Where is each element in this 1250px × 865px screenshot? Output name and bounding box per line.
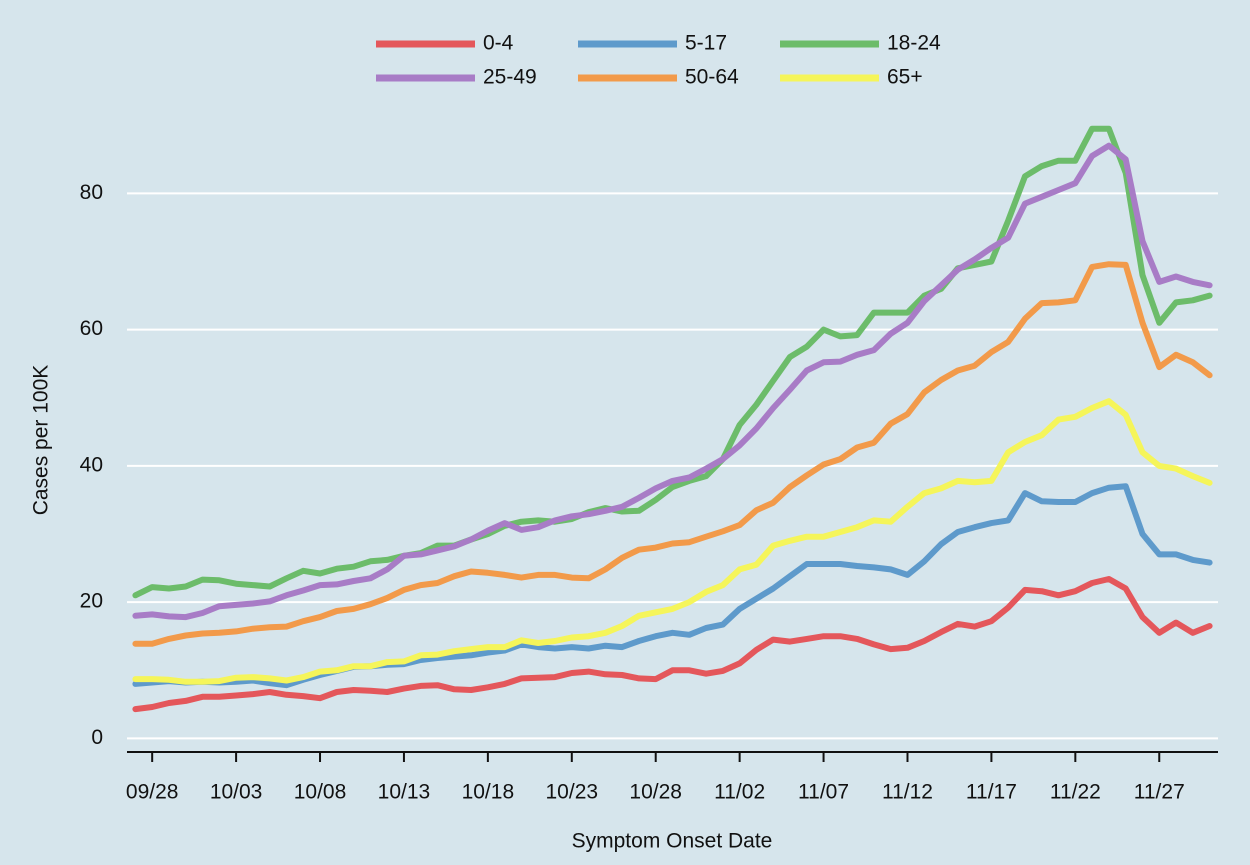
x-axis-label: Symptom Onset Date [572,830,773,853]
x-tick-label: 10/08 [294,781,347,804]
y-tick-label: 60 [80,317,103,340]
y-axis-label: Cases per 100K [30,365,53,516]
series-line [132,576,1213,713]
x-tick-label: 11/27 [1134,781,1185,804]
y-tick-label: 20 [80,590,103,613]
legend-label: 25-49 [483,66,537,89]
legend-label: 5-17 [685,32,727,55]
x-tick-label: 11/22 [1050,781,1101,804]
x-tick-label: 10/03 [210,781,263,804]
y-tick-label: 80 [80,181,103,204]
series-line [132,125,1213,599]
x-tick-label: 10/13 [378,781,431,804]
x-tick-label: 11/02 [714,781,765,804]
y-tick-label: 40 [80,453,103,476]
legend-label: 65+ [887,66,923,89]
x-tick-label: 11/17 [966,781,1017,804]
x-tick-label: 10/28 [629,781,682,804]
series-line [132,398,1213,685]
x-tick-label: 11/07 [798,781,849,804]
series-line [132,261,1213,647]
legend-label: 50-64 [685,66,739,89]
series-line [132,142,1213,621]
y-tick-label: 0 [91,726,103,749]
x-tick-label: 09/28 [126,781,179,804]
series-line [132,483,1213,689]
x-tick-label: 10/23 [546,781,599,804]
legend-label: 0-4 [483,32,514,55]
x-tick-label: 11/12 [882,781,933,804]
x-tick-label: 10/18 [462,781,515,804]
legend-label: 18-24 [887,32,941,55]
